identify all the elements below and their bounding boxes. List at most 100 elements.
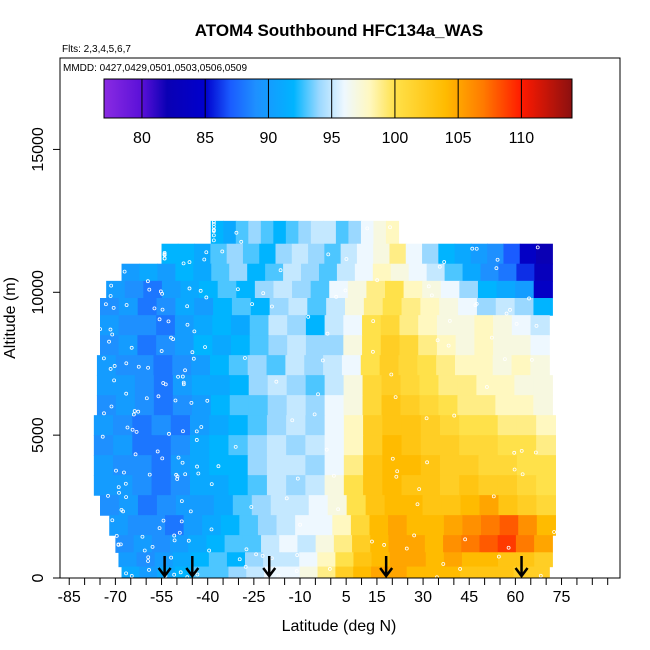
heatmap-cell <box>335 220 350 245</box>
heatmap-cell <box>340 243 358 265</box>
heatmap-cell <box>343 395 364 416</box>
sample-point <box>106 493 110 498</box>
sample-point <box>527 296 531 301</box>
heatmap-cell <box>436 335 457 356</box>
heatmap-cell <box>534 535 553 553</box>
heatmap-cell <box>305 315 326 336</box>
sample-point <box>103 302 108 307</box>
sample-point <box>412 533 417 538</box>
heatmap-cell <box>436 355 456 376</box>
colorbar-tick-label: 110 <box>509 130 535 147</box>
heatmap-cell <box>118 335 139 356</box>
heatmap-cell <box>406 515 426 536</box>
heatmap-cell <box>190 455 210 476</box>
heatmap-cell <box>211 263 230 282</box>
heatmap-cell <box>100 315 120 336</box>
heatmap-cell <box>362 375 383 396</box>
heatmap-cell <box>260 220 274 245</box>
heatmap-cell <box>286 435 306 456</box>
heatmap-cell <box>139 566 158 578</box>
sample-point <box>160 291 165 296</box>
heatmap-cell <box>310 280 330 299</box>
heatmap-cell <box>369 515 389 536</box>
sample-point <box>284 496 289 501</box>
heatmap-cell <box>324 475 345 496</box>
sample-point <box>512 467 517 472</box>
heatmap-cell <box>165 515 185 536</box>
heatmap-cell <box>420 435 441 456</box>
heatmap-cell <box>226 552 246 568</box>
heatmap-cell <box>478 455 499 476</box>
sample-point <box>237 557 242 562</box>
sample-point <box>325 331 330 336</box>
heatmap-cell <box>519 243 537 265</box>
x-tick-label: 5 <box>342 589 351 606</box>
heatmap-cell <box>323 220 337 245</box>
sample-point <box>496 554 501 559</box>
heatmap-cell <box>266 355 286 376</box>
heatmap-cell <box>536 243 553 265</box>
sample-point <box>123 481 128 486</box>
sample-point <box>181 261 186 266</box>
sample-points <box>98 220 557 578</box>
sample-point <box>235 287 240 292</box>
heatmap-cell <box>382 455 403 476</box>
heatmap-cell <box>175 495 196 516</box>
sample-point <box>260 553 265 558</box>
heatmap-cell <box>363 415 383 436</box>
heatmap-cell <box>172 552 192 568</box>
heatmap-cell <box>212 315 232 336</box>
sample-point <box>504 311 509 316</box>
heatmap-cell <box>352 535 371 553</box>
x-tick-label: 30 <box>414 589 432 606</box>
heatmap-cell <box>202 515 222 536</box>
heatmap-cell <box>100 335 120 356</box>
heatmap-cell <box>151 415 172 436</box>
heatmap-cell <box>151 535 171 553</box>
heatmap-cell <box>511 335 532 356</box>
heatmap-cell <box>297 535 317 553</box>
heatmap-cell <box>134 375 155 396</box>
heatmap-cell <box>480 552 499 568</box>
heatmap-cell <box>424 566 443 578</box>
heatmap-cell <box>127 515 148 536</box>
sample-point <box>375 278 380 283</box>
sample-point <box>393 395 398 400</box>
heatmap-cell <box>443 552 463 568</box>
heatmap-cell <box>461 535 481 553</box>
heatmap-cell <box>279 535 299 553</box>
heatmap-cell <box>407 552 427 568</box>
sample-point <box>529 357 534 362</box>
sample-point <box>207 548 211 553</box>
heatmap-cell <box>353 566 372 578</box>
sample-point <box>185 575 190 578</box>
heatmap-cell <box>363 475 383 496</box>
x-tick-label: -55 <box>150 589 173 606</box>
heatmap-cell <box>478 415 499 436</box>
heatmap-cell <box>191 355 211 376</box>
sample-point <box>179 499 184 504</box>
heatmap-cell <box>401 415 422 436</box>
heatmap-cell <box>132 475 153 496</box>
sample-point <box>276 573 281 578</box>
heatmap-cell <box>516 475 537 496</box>
sample-point <box>234 230 239 235</box>
heatmap-cell <box>455 355 475 376</box>
sample-point <box>312 412 317 417</box>
heatmap-cell <box>533 375 553 396</box>
heatmap-cell <box>336 263 356 282</box>
sample-point <box>159 349 164 353</box>
heatmap-cell <box>298 220 312 245</box>
sample-point <box>161 518 166 523</box>
heatmap-cell <box>363 435 383 456</box>
heatmap-cell <box>459 475 480 496</box>
sample-point <box>336 507 341 512</box>
sample-point <box>114 468 118 473</box>
descent-arrow <box>157 556 172 579</box>
heatmap-cell <box>406 566 426 578</box>
colorbar-tick-label: 105 <box>445 130 472 147</box>
heatmap-cell <box>137 315 157 336</box>
sample-point <box>334 294 339 299</box>
heatmap-cell <box>356 243 374 265</box>
sample-point <box>389 372 394 377</box>
